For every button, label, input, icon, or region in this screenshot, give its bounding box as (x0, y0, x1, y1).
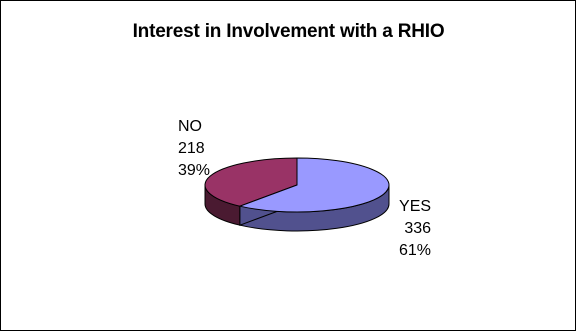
slice-label-yes-value: 336 (404, 220, 432, 237)
slice-label-yes-percent: 61% (399, 242, 432, 259)
slice-label-yes: YES 336 61% (393, 196, 431, 262)
slice-label-no-name: NO (178, 118, 202, 135)
slice-label-no-value: 218 (178, 140, 205, 157)
slice-label-no: NO 218 39% (178, 116, 210, 182)
slice-label-yes-name: YES (399, 198, 432, 215)
chart-title: Interest in Involvement with a RHIO (132, 21, 445, 42)
pie-slice-yes (238, 157, 390, 213)
slice-label-no-percent: 39% (178, 162, 211, 179)
pie-slice-no (204, 157, 298, 207)
